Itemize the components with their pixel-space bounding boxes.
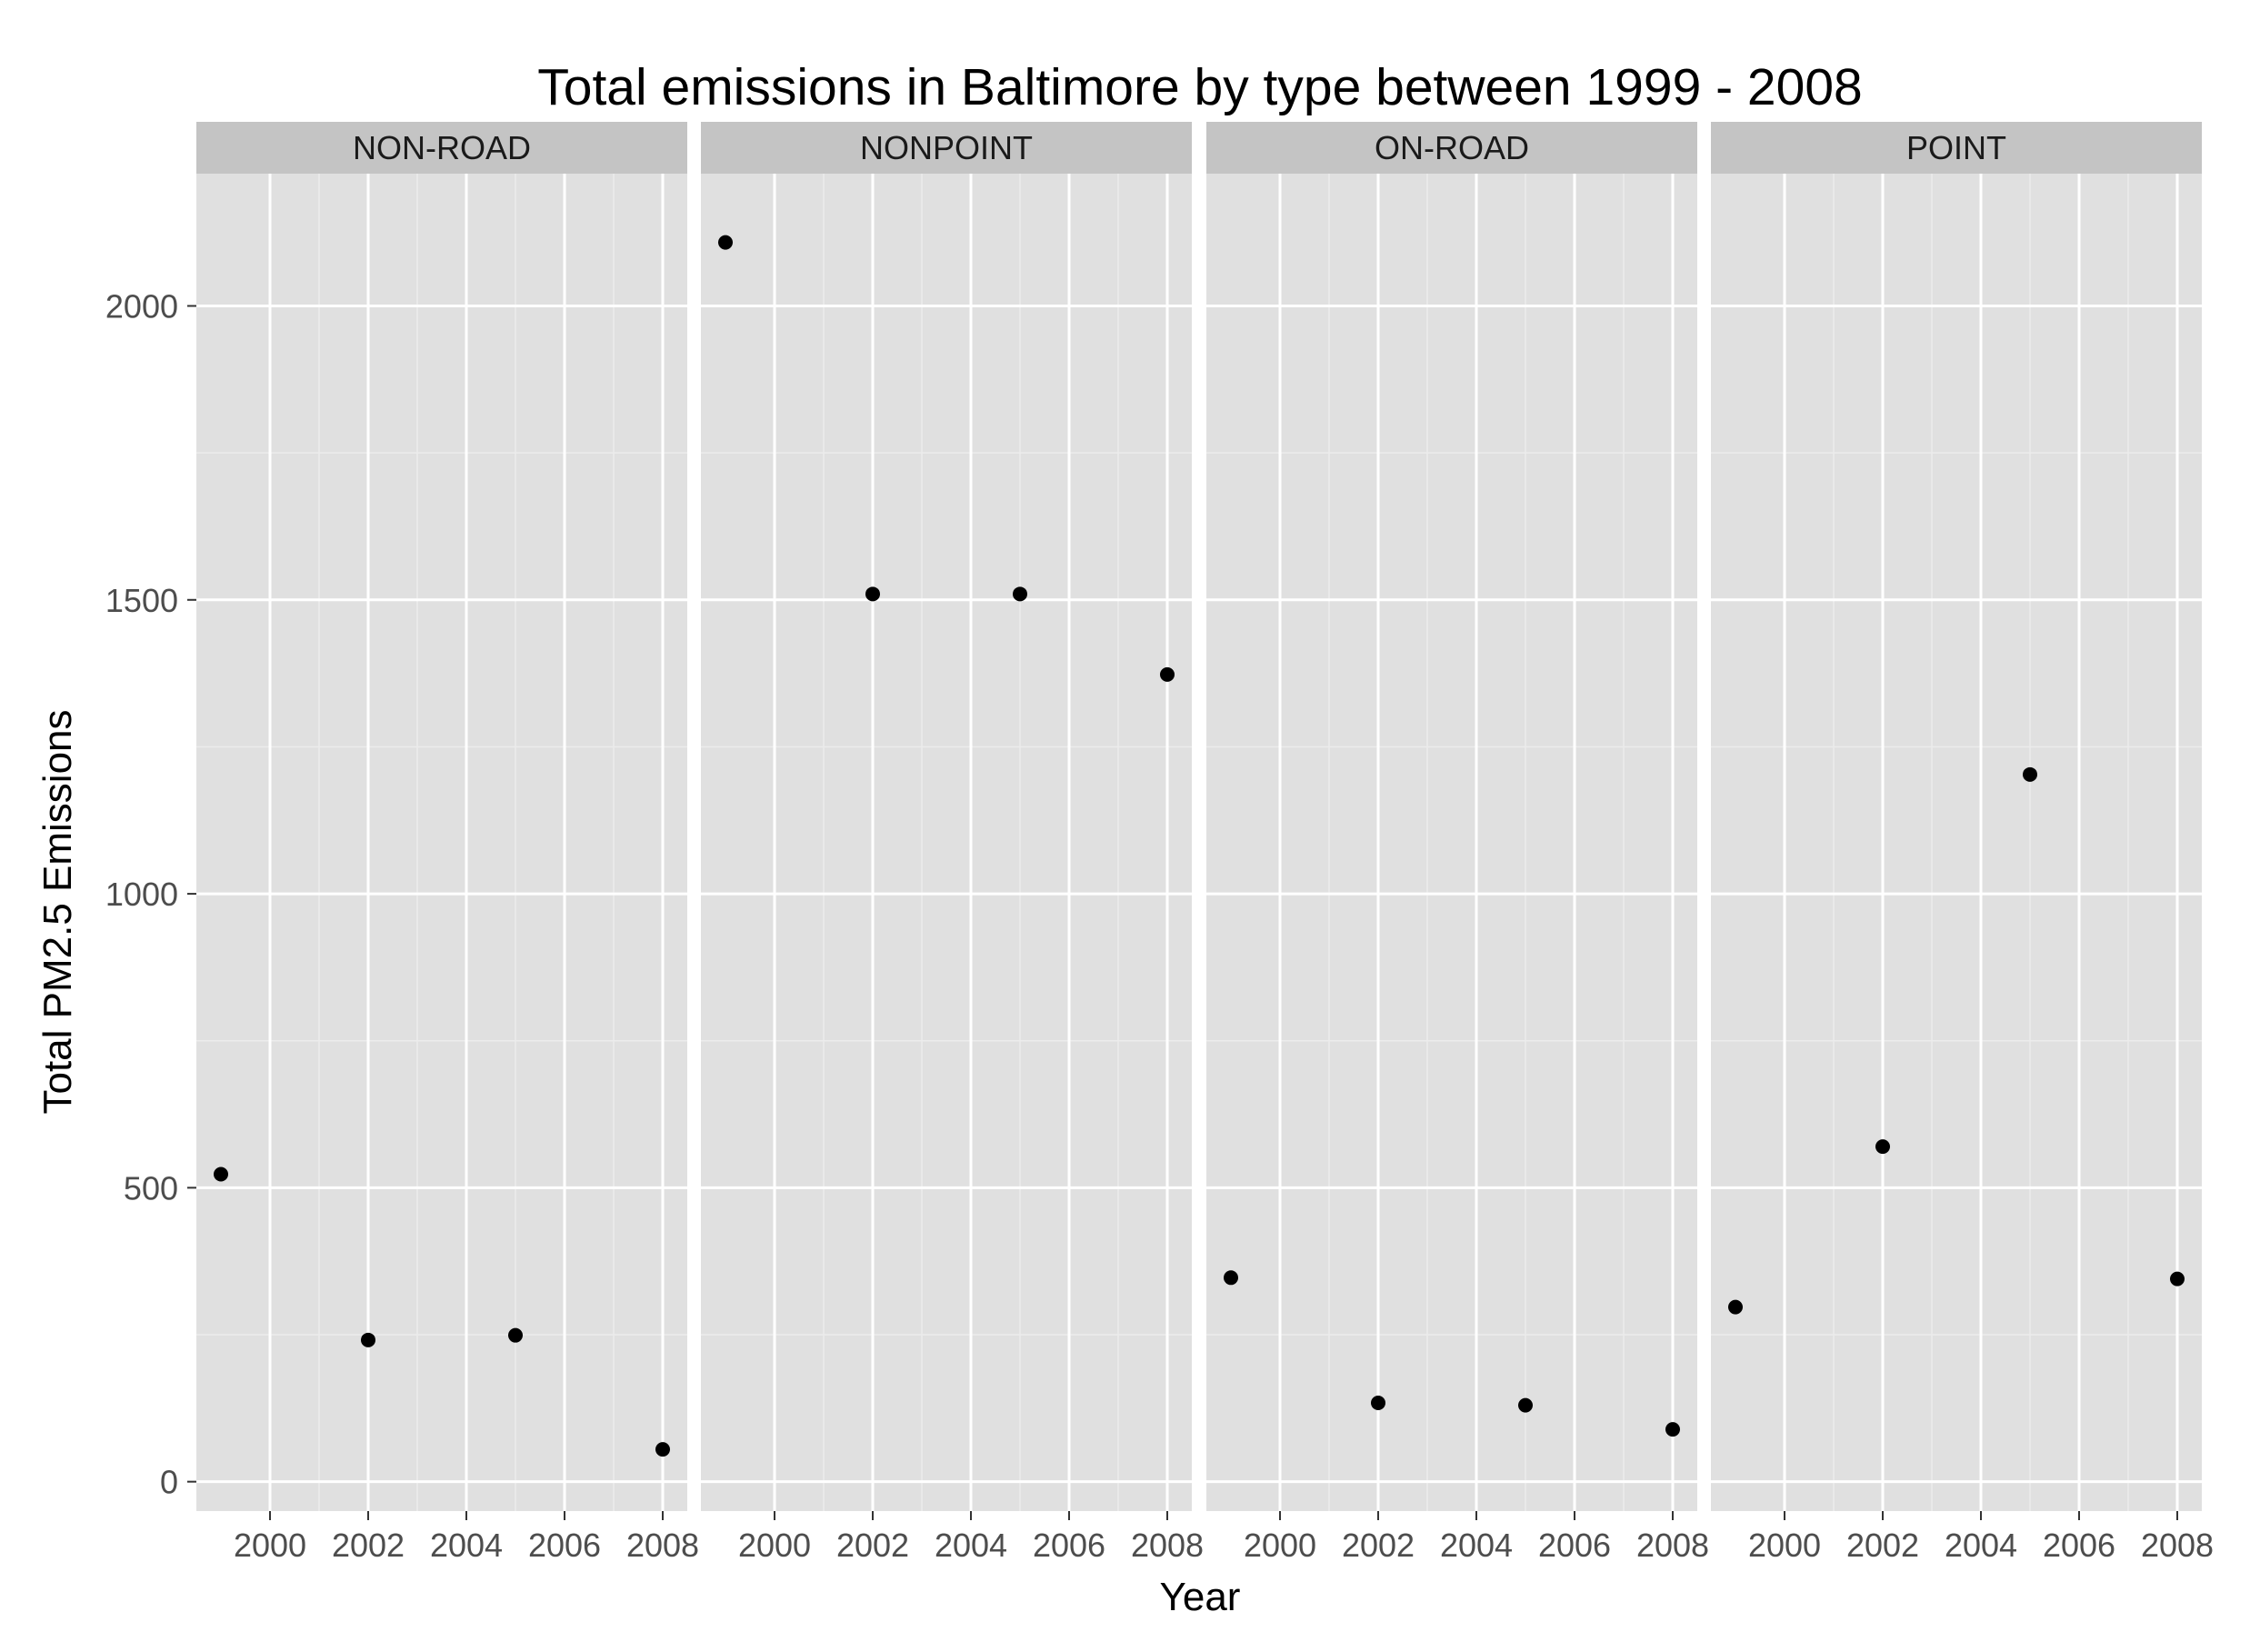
data-point <box>1224 1270 1238 1286</box>
x-tick-label: 2000 <box>234 1527 306 1564</box>
data-point <box>1013 586 1027 602</box>
facet-strip-label: ON-ROAD <box>1375 129 1529 166</box>
data-point <box>655 1442 670 1457</box>
data-point <box>2023 766 2037 782</box>
x-tick-label: 2000 <box>1244 1527 1316 1564</box>
data-point <box>1160 666 1175 682</box>
y-tick-label: 0 <box>160 1464 178 1501</box>
x-tick-label: 2002 <box>836 1527 909 1564</box>
x-tick-label: 2008 <box>1131 1527 1204 1564</box>
facet-strip <box>1711 122 2202 174</box>
x-tick-label: 2006 <box>2043 1527 2115 1564</box>
facet-strip-label: NON-ROAD <box>353 129 531 166</box>
data-point <box>1665 1422 1680 1437</box>
data-point <box>865 586 880 602</box>
panel-background <box>701 174 1192 1511</box>
x-tick-label: 2006 <box>1033 1527 1105 1564</box>
x-tick-label: 2008 <box>626 1527 699 1564</box>
y-axis-title: Total PM2.5 Emissions <box>35 709 80 1114</box>
x-tick-label: 2008 <box>2141 1527 2214 1564</box>
x-tick-label: 2000 <box>1748 1527 1821 1564</box>
x-axis-title: Year <box>1160 1575 1241 1619</box>
x-tick-label: 2004 <box>1945 1527 2017 1564</box>
facet-strip-label: POINT <box>1906 129 2006 166</box>
panel-background <box>1206 174 1697 1511</box>
data-point <box>508 1327 523 1343</box>
facet-strip <box>196 122 687 174</box>
x-tick-label: 2004 <box>935 1527 1007 1564</box>
data-point <box>361 1332 375 1347</box>
panel-background <box>196 174 687 1511</box>
facet-panel: POINT 2000 2002 2004 2006 2008 <box>1711 122 2214 1564</box>
y-tick-label: 500 <box>124 1169 178 1206</box>
y-tick-label: 1500 <box>105 582 178 619</box>
data-point <box>214 1166 228 1182</box>
facet-panel: NONPOINT 2000 2002 2004 2006 2008 <box>701 122 1204 1564</box>
x-tick-label: 2002 <box>1342 1527 1415 1564</box>
data-point <box>1518 1397 1533 1413</box>
x-tick-label: 2006 <box>1538 1527 1611 1564</box>
panels-layer: NON-ROAD 2000 2002 2004 2006 2008 NONPOINT 2000… <box>196 122 2214 1564</box>
x-tick-label: 2008 <box>1636 1527 1709 1564</box>
y-tick-label: 2000 <box>105 287 178 325</box>
facet-panel: ON-ROAD 2000 2002 2004 2006 2008 <box>1206 122 1709 1564</box>
data-point <box>1875 1139 1890 1155</box>
facet-panel: NON-ROAD 2000 2002 2004 2006 2008 <box>196 122 699 1564</box>
data-point <box>2170 1271 2185 1287</box>
panel-background <box>1711 174 2202 1511</box>
data-point <box>718 235 733 250</box>
x-tick-label: 2002 <box>1846 1527 1919 1564</box>
x-tick-label: 2004 <box>430 1527 503 1564</box>
x-tick-label: 2002 <box>332 1527 405 1564</box>
facet-strip <box>701 122 1192 174</box>
chart-title: Total emissions in Baltimore by type bet… <box>537 58 1862 116</box>
x-tick-label: 2006 <box>528 1527 601 1564</box>
facet-strip <box>1206 122 1697 174</box>
y-axis: 0 500 1000 1500 2000 <box>105 287 196 1501</box>
y-tick-label: 1000 <box>105 876 178 913</box>
facet-strip-label: NONPOINT <box>860 129 1033 166</box>
x-tick-label: 2004 <box>1440 1527 1513 1564</box>
x-tick-label: 2000 <box>738 1527 811 1564</box>
data-point <box>1371 1396 1385 1411</box>
data-point <box>1728 1299 1743 1315</box>
